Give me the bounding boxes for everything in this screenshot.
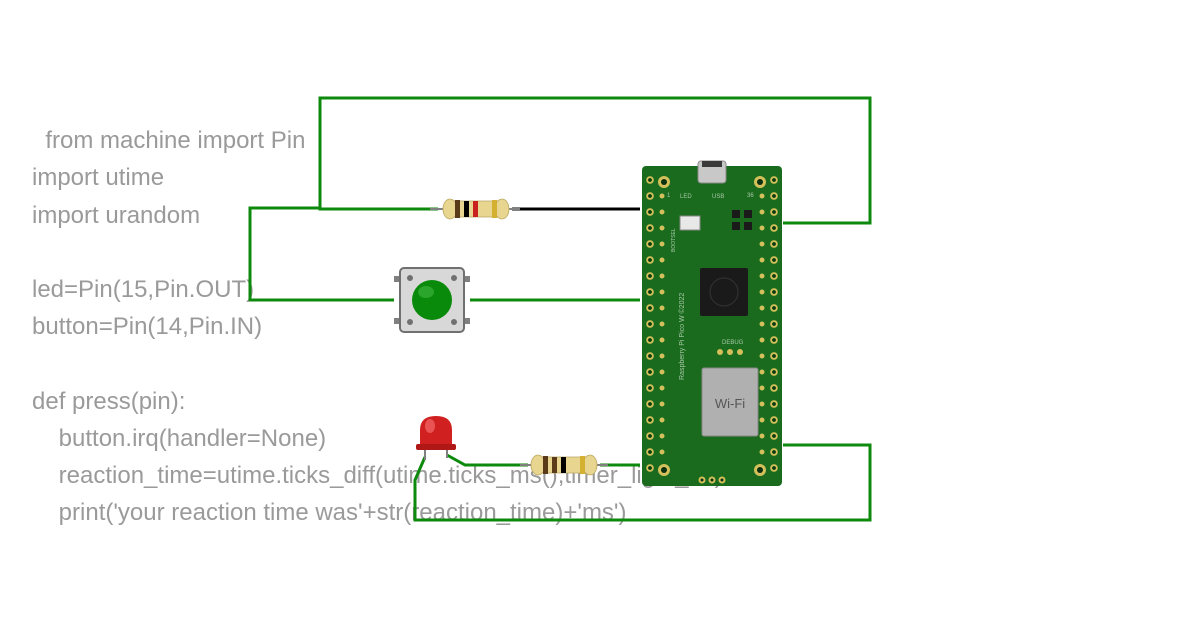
- led-component: [416, 416, 456, 460]
- circuit-diagram: Wi-Fi Raspberry Pi Pico W ©2022 LED USB …: [0, 0, 1200, 630]
- push-button[interactable]: [394, 268, 470, 332]
- wifi-label: Wi-Fi: [715, 396, 745, 411]
- pin36-silk: 36: [747, 193, 754, 199]
- wire-green-top: [320, 98, 870, 223]
- debug-silk: DEBUG: [722, 340, 744, 346]
- board-main-label: Raspberry Pi Pico W ©2022: [678, 293, 686, 380]
- resistor-bottom: [520, 455, 608, 475]
- wire-green-button-loop: [250, 208, 394, 300]
- led-silk: LED: [680, 194, 692, 200]
- pico-board: Wi-Fi Raspberry Pi Pico W ©2022 LED USB …: [642, 161, 782, 486]
- bootsel-silk: BOOTSEL: [671, 228, 677, 252]
- usb-silk: USB: [712, 194, 724, 200]
- wire-led-resistor: [447, 455, 528, 465]
- resistor-top: [430, 199, 520, 219]
